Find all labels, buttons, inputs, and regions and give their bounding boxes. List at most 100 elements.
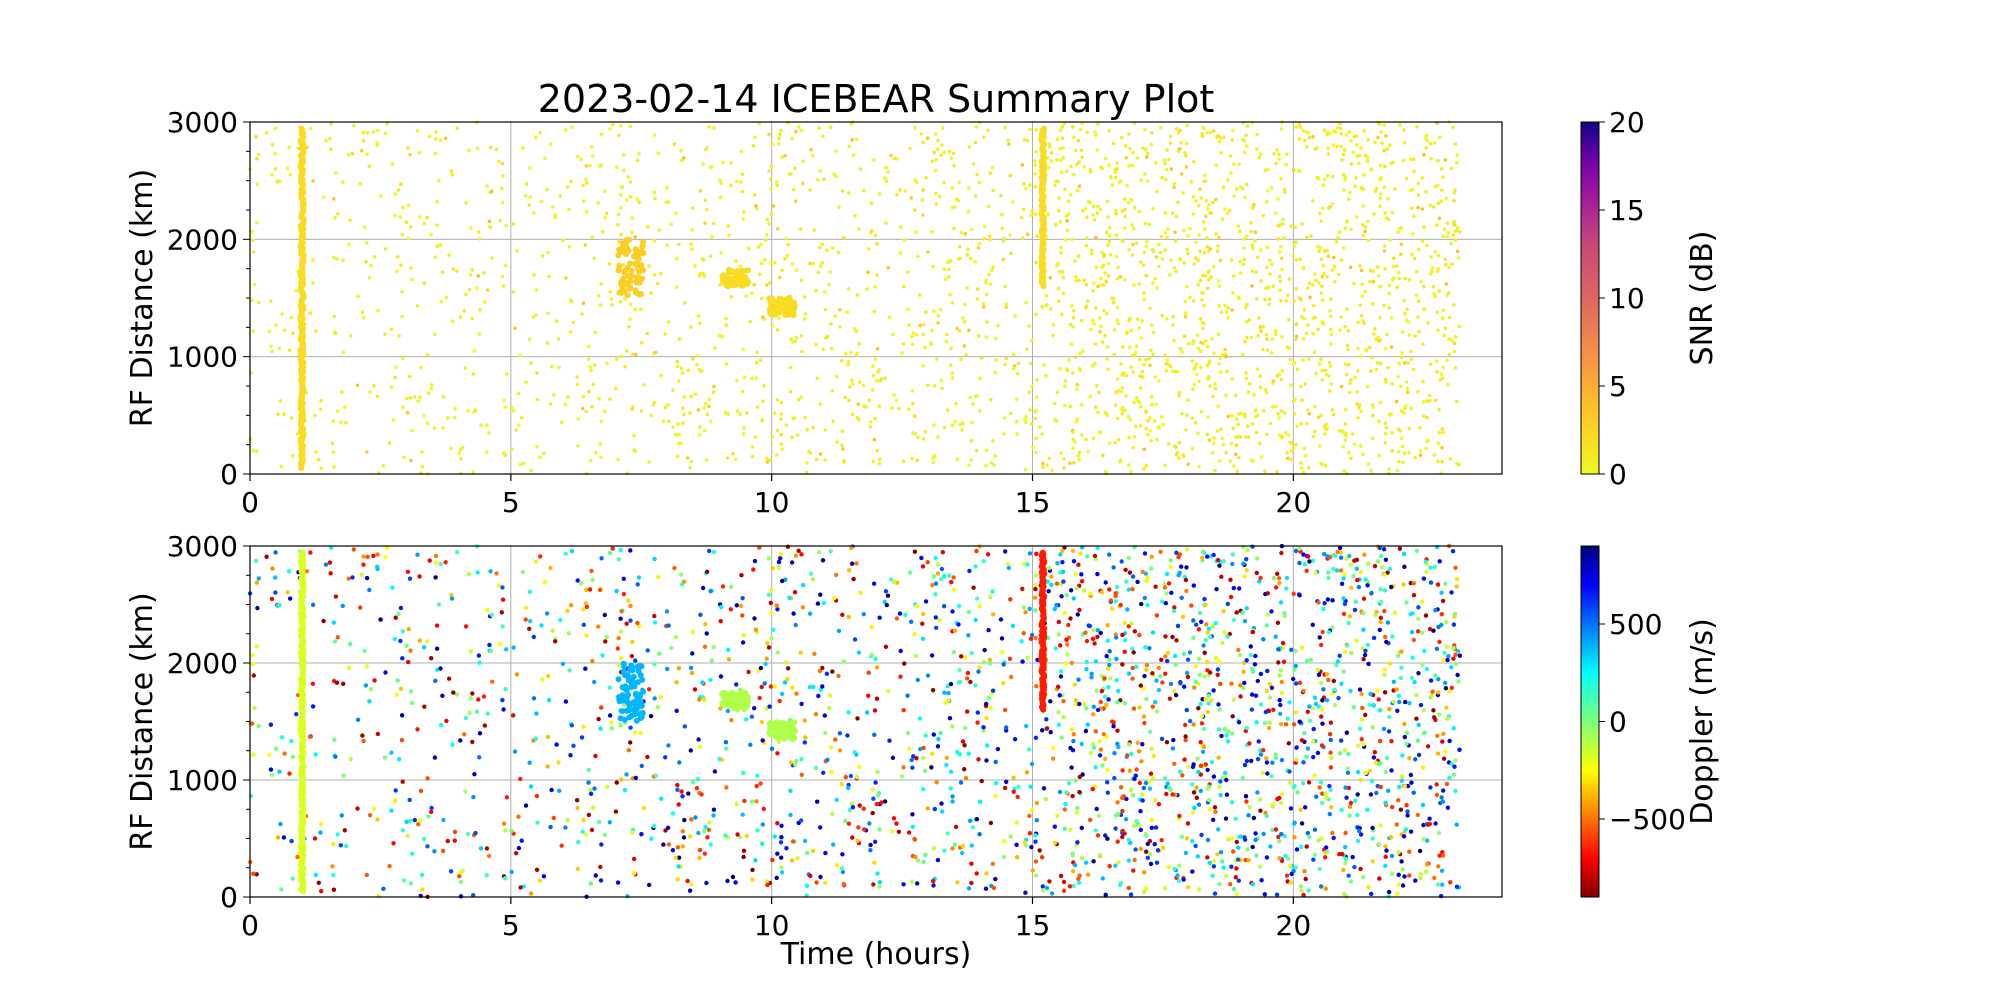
scatter-point <box>1173 369 1178 374</box>
scatter-point <box>584 587 589 593</box>
scatter-point <box>341 773 346 778</box>
scatter-point <box>725 878 730 884</box>
scatter-point <box>1264 760 1270 765</box>
scatter-point <box>1065 642 1070 647</box>
scatter-point <box>1386 197 1390 201</box>
scatter-point <box>1201 125 1205 130</box>
scatter-point <box>948 681 954 687</box>
scatter-point <box>605 361 609 366</box>
scatter-point <box>1052 824 1058 829</box>
scatter-point <box>1347 130 1352 134</box>
scatter-point <box>857 227 861 231</box>
scatter-point <box>981 302 986 306</box>
scatter-point <box>1200 273 1205 278</box>
scatter-point <box>1299 461 1303 466</box>
scatter-point <box>1179 564 1184 569</box>
scatter-point <box>1281 659 1287 664</box>
scatter-point <box>1185 247 1189 252</box>
scatter-point <box>883 376 887 381</box>
scatter-point <box>990 861 995 867</box>
scatter-point <box>1339 555 1344 560</box>
scatter-point <box>1418 453 1423 458</box>
scatter-point <box>565 185 570 189</box>
scatter-point <box>1148 429 1152 433</box>
scatter-point <box>850 378 854 383</box>
scatter-point <box>976 246 981 250</box>
scatter-point <box>1077 184 1082 188</box>
scatter-point <box>1113 403 1118 408</box>
scatter-point <box>873 285 877 289</box>
scatter-point <box>1033 873 1039 878</box>
scatter-point <box>1094 688 1099 693</box>
scatter-point <box>425 215 429 220</box>
scatter-point <box>415 552 420 557</box>
scatter-point <box>1255 756 1261 762</box>
scatter-point <box>568 603 574 608</box>
scatter-point <box>1106 684 1111 690</box>
scatter-point <box>913 432 917 436</box>
scatter-point <box>455 126 460 130</box>
scatter-point <box>1264 333 1269 337</box>
scatter-point <box>1059 594 1064 599</box>
scatter-point <box>930 159 935 164</box>
scatter-point <box>693 392 698 397</box>
scatter-point <box>1378 361 1383 366</box>
scatter-point <box>1367 345 1372 350</box>
scatter-point <box>509 447 514 451</box>
scatter-point <box>1375 559 1381 564</box>
scatter-point <box>1069 342 1074 347</box>
scatter-point <box>784 660 789 665</box>
scatter-point <box>1287 277 1292 281</box>
scatter-point <box>862 188 866 193</box>
scatter-point <box>581 607 586 612</box>
scatter-point <box>984 278 988 283</box>
scatter-point <box>1171 323 1175 327</box>
scatter-point <box>1370 413 1375 418</box>
scatter-point <box>687 834 693 839</box>
scatter-point <box>855 293 860 297</box>
scatter-point <box>969 880 974 886</box>
scatter-point <box>352 123 356 128</box>
scatter-point <box>1127 248 1131 252</box>
scatter-point <box>1289 871 1294 877</box>
scatter-point <box>1297 680 1303 685</box>
scatter-point <box>465 831 471 837</box>
scatter-point <box>602 409 607 414</box>
scatter-point <box>1145 239 1149 244</box>
cluster-point <box>772 309 779 316</box>
scatter-point <box>1399 436 1404 441</box>
scatter-point <box>1344 434 1348 438</box>
scatter-point <box>1228 882 1233 887</box>
scatter-point <box>1108 253 1113 257</box>
scatter-point <box>1140 369 1145 374</box>
scatter-point <box>1346 328 1351 333</box>
scatter-point <box>1120 345 1125 349</box>
cluster-point <box>618 280 625 287</box>
scatter-point <box>1116 437 1121 442</box>
y-axis-label: RF Distance (km) <box>125 169 160 427</box>
scatter-point <box>1205 767 1210 773</box>
scatter-point <box>534 135 538 140</box>
scatter-point <box>1274 161 1278 166</box>
scatter-point <box>957 244 962 249</box>
scatter-point <box>872 732 877 737</box>
scatter-point <box>1330 174 1335 179</box>
scatter-point <box>381 886 386 891</box>
scatter-point <box>785 253 790 258</box>
scatter-point <box>688 465 692 470</box>
scatter-point <box>1146 432 1150 437</box>
scatter-point <box>563 402 568 407</box>
scatter-point <box>884 165 888 170</box>
scatter-point <box>1448 880 1453 885</box>
scatter-point <box>367 699 372 704</box>
scatter-point <box>1412 680 1417 685</box>
scatter-point <box>676 802 681 807</box>
scatter-point <box>1310 622 1316 627</box>
scatter-point <box>628 740 633 745</box>
scatter-point <box>1250 269 1254 273</box>
scatter-point <box>1011 352 1016 357</box>
scatter-point <box>588 881 593 886</box>
scatter-point <box>1134 664 1139 669</box>
scatter-point <box>1093 361 1097 366</box>
scatter-point <box>1190 416 1194 420</box>
